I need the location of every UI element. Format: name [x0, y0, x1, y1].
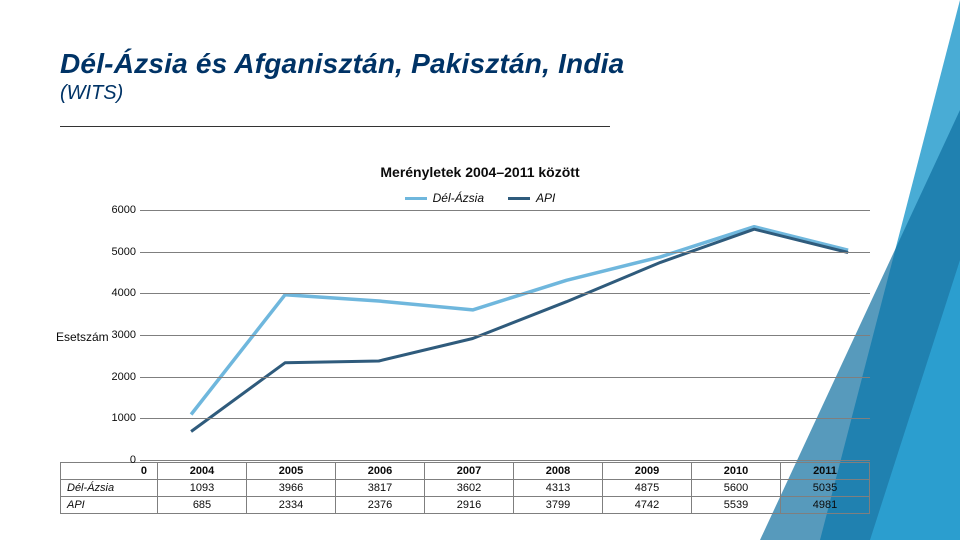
table-cell: 685: [158, 497, 247, 514]
decor-tri-3: [870, 260, 960, 540]
table-cell: 4875: [603, 480, 692, 497]
page-title: Dél-Ázsia és Afganisztán, Pakisztán, Ind…: [60, 48, 624, 80]
y-tick-label: 6000: [96, 204, 136, 216]
gridline: [140, 252, 870, 253]
y-tick-label: 0: [96, 454, 136, 466]
table-year-header: 2009: [603, 463, 692, 480]
chart-title: Merényletek 2004–2011 között: [0, 164, 960, 180]
y-tick-label: 1000: [96, 412, 136, 424]
gridline: [140, 335, 870, 336]
table-cell: 1093: [158, 480, 247, 497]
title-rule: [60, 126, 610, 127]
table-cell: 3966: [247, 480, 336, 497]
table-year-header: 2005: [247, 463, 336, 480]
table-cell: 2916: [425, 497, 514, 514]
gridline: [140, 210, 870, 211]
table-cell: 4313: [514, 480, 603, 497]
gridline: [140, 377, 870, 378]
table-year-header: 2006: [336, 463, 425, 480]
gridline: [140, 418, 870, 419]
y-tick-label: 2000: [96, 371, 136, 383]
table-cell: 3602: [425, 480, 514, 497]
page-subtitle: (WITS): [60, 82, 624, 105]
table-year-header: 2004: [158, 463, 247, 480]
table-year-header: 2010: [692, 463, 781, 480]
legend-swatch: [405, 197, 427, 200]
table-cell: 3799: [514, 497, 603, 514]
table-row-header: API: [61, 497, 158, 514]
gridline: [140, 293, 870, 294]
table-cell: 2376: [336, 497, 425, 514]
chart-legend: Dél-Ázsia API: [0, 190, 960, 206]
table-cell: 2334: [247, 497, 336, 514]
legend-item: Dél-Ázsia: [405, 190, 484, 206]
table-row-header: Dél-Ázsia: [61, 480, 158, 497]
data-table: 020042005200620072008200920102011Dél-Ázs…: [60, 462, 870, 514]
legend-label: Dél-Ázsia: [433, 191, 484, 205]
table-year-header: 2011: [781, 463, 870, 480]
table-year-header: 2008: [514, 463, 603, 480]
table-cell: 4981: [781, 497, 870, 514]
legend-item: API: [508, 190, 555, 206]
table-cell: 5035: [781, 480, 870, 497]
legend-label: API: [536, 191, 555, 205]
y-tick-label: 4000: [96, 287, 136, 299]
table-year-header: 2007: [425, 463, 514, 480]
chart-series-line: [191, 229, 848, 431]
y-tick-label: 3000: [96, 329, 136, 341]
title-block: Dél-Ázsia és Afganisztán, Pakisztán, Ind…: [60, 48, 624, 105]
table-cell: 5539: [692, 497, 781, 514]
table-cell: 3817: [336, 480, 425, 497]
table-cell: 4742: [603, 497, 692, 514]
table-cell: 5600: [692, 480, 781, 497]
y-tick-label: 5000: [96, 246, 136, 258]
legend-swatch: [508, 197, 530, 200]
gridline: [140, 460, 870, 461]
